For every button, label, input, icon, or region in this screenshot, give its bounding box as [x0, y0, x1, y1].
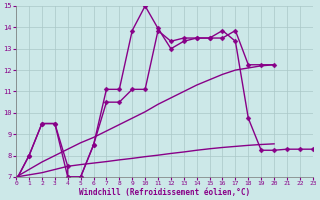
X-axis label: Windchill (Refroidissement éolien,°C): Windchill (Refroidissement éolien,°C)	[79, 188, 250, 197]
